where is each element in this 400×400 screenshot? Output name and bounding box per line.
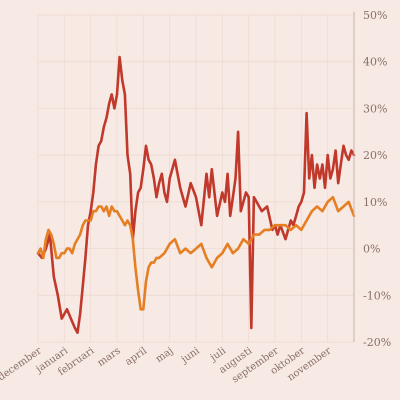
y-tick-label: 0% <box>363 243 380 256</box>
series-line-2 <box>36 195 356 311</box>
y-axis: 50% 40% 30% 20% 10% 0% -10% -20% <box>353 9 391 349</box>
x-tick-label: maj <box>154 345 176 365</box>
x-tick-label: juni <box>179 345 202 366</box>
series-layer <box>36 55 356 335</box>
y-tick-label: 40% <box>363 56 387 69</box>
y-tick-label: -10% <box>363 289 391 302</box>
grid <box>37 14 354 343</box>
y-tick-label: 50% <box>363 9 387 22</box>
y-tick-label: -20% <box>363 336 391 349</box>
y-tick-label: 10% <box>363 196 387 209</box>
y-tick-label: 30% <box>363 102 387 115</box>
x-tick-label: mars <box>96 345 123 369</box>
series-line-1 <box>36 55 356 335</box>
y-tick-label: 20% <box>363 149 387 162</box>
x-tick-label: april <box>123 345 149 368</box>
